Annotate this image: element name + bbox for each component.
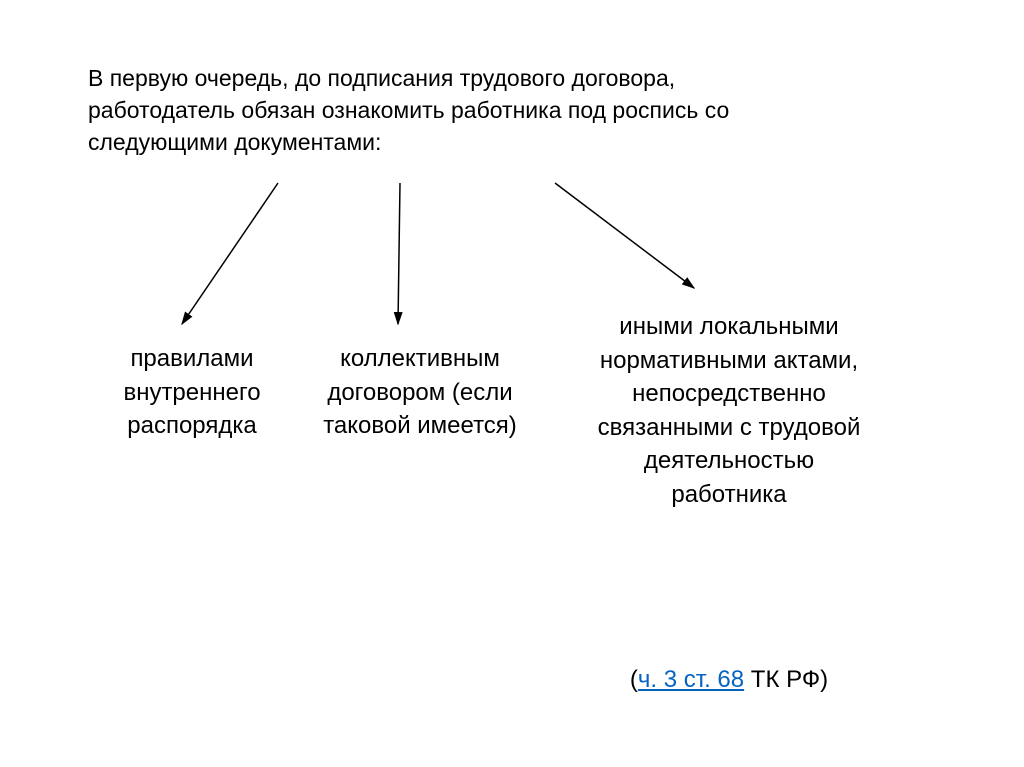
branch-rules: правилами внутреннего распорядка (102, 342, 282, 443)
arrow-3 (555, 183, 694, 288)
citation-prefix: ( (630, 666, 638, 693)
citation-link[interactable]: ч. 3 ст. 68 (638, 666, 744, 693)
citation-suffix: ТК РФ) (744, 666, 828, 693)
citation: (ч. 3 ст. 68 ТК РФ) (584, 666, 874, 694)
arrow-2 (398, 183, 400, 324)
branch-collective: коллективным договором (если таковой име… (310, 342, 530, 443)
arrow-1 (182, 183, 278, 324)
branch-other: иными локальными нормативными актами, не… (584, 310, 874, 512)
header-text: В первую очередь, до подписания трудовог… (88, 62, 808, 159)
